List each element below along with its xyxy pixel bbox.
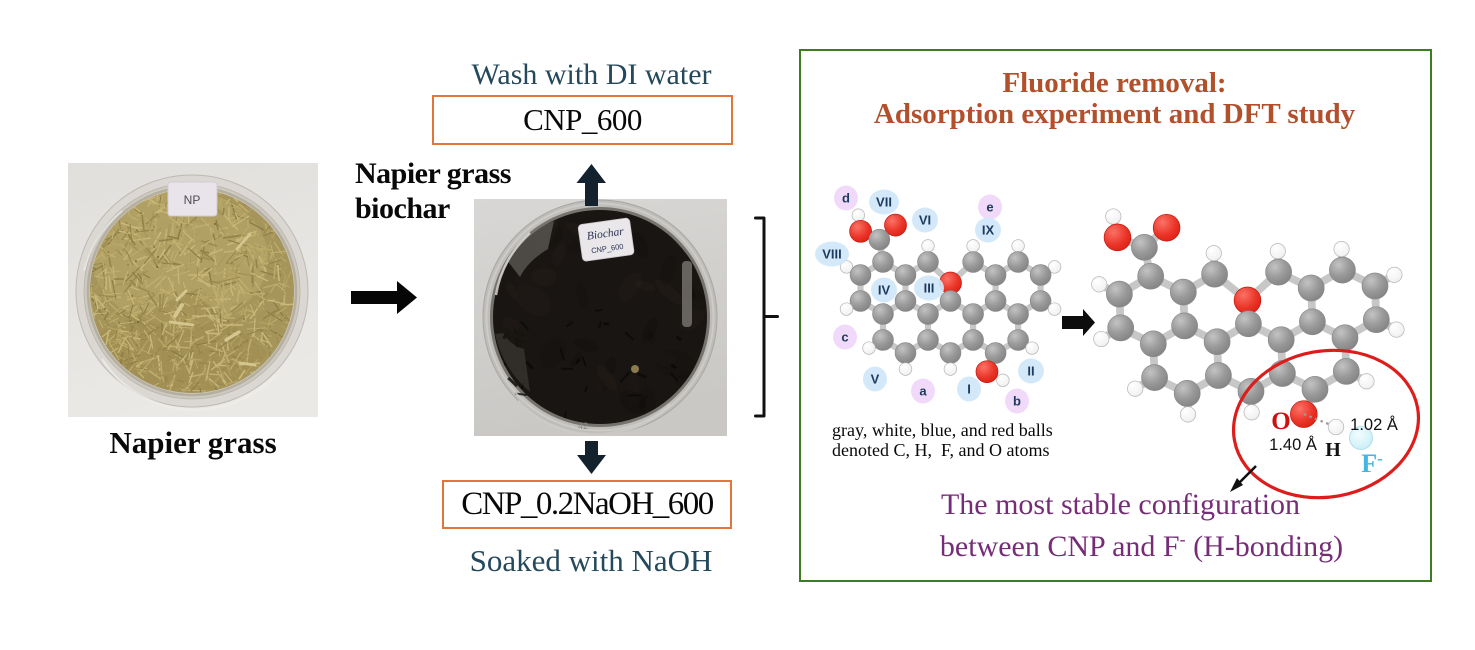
svg-text:1.02 Å: 1.02 Å [1350, 415, 1398, 434]
svg-text:VI: VI [919, 213, 931, 228]
svg-text:I: I [967, 382, 971, 397]
svg-text:VII: VII [876, 195, 892, 210]
svg-text:II: II [1027, 364, 1034, 379]
svg-text:c: c [841, 330, 848, 345]
svg-text:III: III [924, 281, 935, 296]
svg-text:IX: IX [982, 223, 995, 238]
svg-text:V: V [871, 372, 880, 387]
svg-text:VIII: VIII [822, 247, 842, 262]
svg-text:NP: NP [184, 193, 201, 207]
svg-text:d: d [842, 191, 850, 206]
svg-text:F-: F- [1361, 449, 1383, 478]
svg-text:b: b [1013, 394, 1021, 409]
svg-text:H: H [1325, 439, 1341, 461]
svg-text:1.40 Å: 1.40 Å [1269, 435, 1317, 454]
svg-text:IV: IV [878, 283, 891, 298]
svg-text:Biochar: Biochar [586, 226, 625, 243]
svg-text:a: a [919, 384, 927, 399]
svg-text:O: O [1271, 408, 1290, 435]
svg-text:CNP_600: CNP_600 [591, 242, 624, 255]
svg-text:e: e [986, 200, 993, 215]
svg-text:42: 42 [578, 421, 588, 431]
